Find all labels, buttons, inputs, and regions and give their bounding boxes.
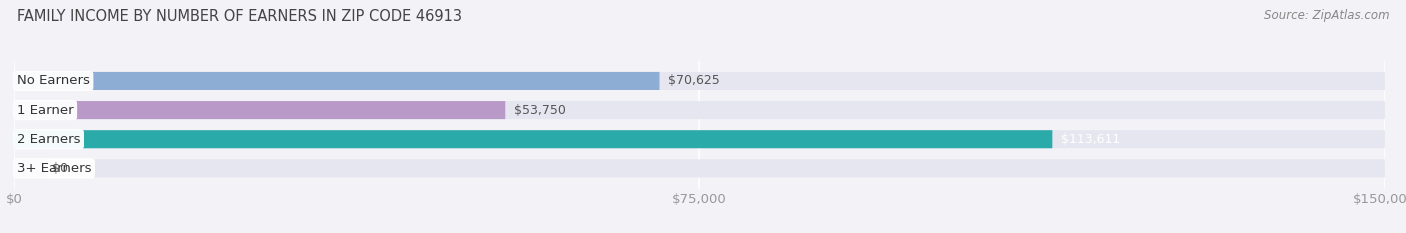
Text: $113,611: $113,611: [1060, 133, 1119, 146]
FancyBboxPatch shape: [14, 130, 1052, 148]
FancyBboxPatch shape: [14, 159, 1385, 177]
Text: 3+ Earners: 3+ Earners: [17, 162, 91, 175]
FancyBboxPatch shape: [14, 130, 1385, 148]
FancyBboxPatch shape: [14, 72, 1385, 90]
FancyBboxPatch shape: [14, 101, 1385, 119]
FancyBboxPatch shape: [14, 159, 48, 177]
Text: 1 Earner: 1 Earner: [17, 104, 73, 116]
Text: 2 Earners: 2 Earners: [17, 133, 80, 146]
FancyBboxPatch shape: [14, 101, 505, 119]
Text: FAMILY INCOME BY NUMBER OF EARNERS IN ZIP CODE 46913: FAMILY INCOME BY NUMBER OF EARNERS IN ZI…: [17, 9, 463, 24]
Text: No Earners: No Earners: [17, 75, 90, 87]
Text: $0: $0: [52, 162, 69, 175]
Text: $53,750: $53,750: [513, 104, 565, 116]
FancyBboxPatch shape: [14, 72, 659, 90]
Text: $70,625: $70,625: [668, 75, 720, 87]
Text: Source: ZipAtlas.com: Source: ZipAtlas.com: [1264, 9, 1389, 22]
